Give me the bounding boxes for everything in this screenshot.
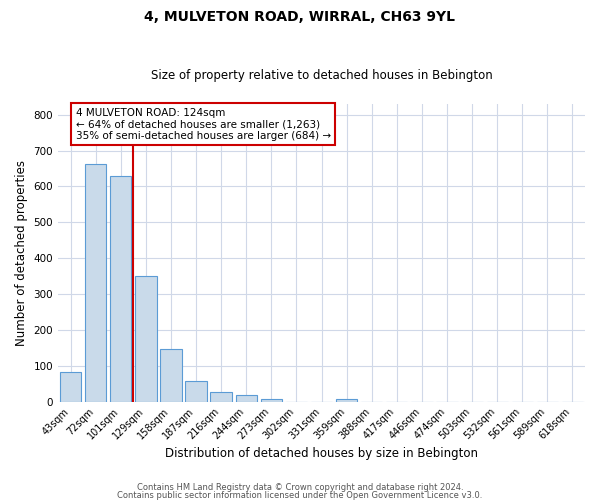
Y-axis label: Number of detached properties: Number of detached properties: [15, 160, 28, 346]
Text: 4, MULVETON ROAD, WIRRAL, CH63 9YL: 4, MULVETON ROAD, WIRRAL, CH63 9YL: [145, 10, 455, 24]
Bar: [60, 372, 81, 402]
Text: Contains public sector information licensed under the Open Government Licence v3: Contains public sector information licen…: [118, 490, 482, 500]
Bar: [110, 176, 131, 402]
Bar: [85, 164, 106, 402]
Bar: [135, 276, 157, 402]
Bar: [336, 399, 357, 402]
Text: 4 MULVETON ROAD: 124sqm
← 64% of detached houses are smaller (1,263)
35% of semi: 4 MULVETON ROAD: 124sqm ← 64% of detache…: [76, 108, 331, 141]
Bar: [185, 381, 207, 402]
Bar: [260, 399, 282, 402]
X-axis label: Distribution of detached houses by size in Bebington: Distribution of detached houses by size …: [165, 447, 478, 460]
Bar: [236, 395, 257, 402]
Text: Contains HM Land Registry data © Crown copyright and database right 2024.: Contains HM Land Registry data © Crown c…: [137, 484, 463, 492]
Title: Size of property relative to detached houses in Bebington: Size of property relative to detached ho…: [151, 69, 493, 82]
Bar: [211, 392, 232, 402]
Bar: [160, 348, 182, 402]
